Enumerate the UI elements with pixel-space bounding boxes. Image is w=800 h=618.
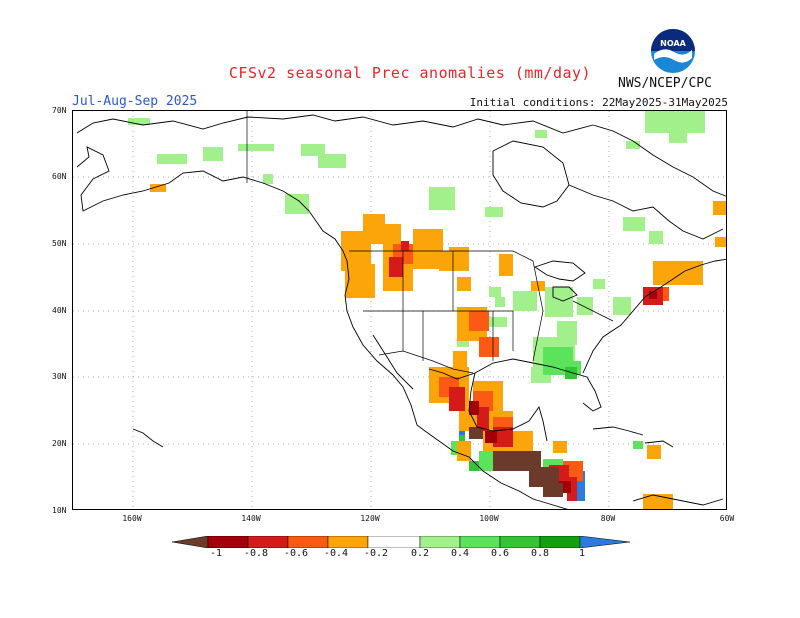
colorbar-label: -0.2 [363,548,389,559]
colorbar-swatch-gt-1 [579,536,630,548]
lat-label-30n: 30N [52,372,67,381]
season-label: Jul-Aug-Sep 2025 [72,94,198,109]
lon-label-120w: 120W [360,514,380,523]
colorbar-swatch-06-08 [499,536,541,548]
colorbar-swatch-neg06-neg04 [287,536,329,548]
colorbar-swatch-neg04-neg02 [327,536,369,548]
initial-conditions-label: Initial conditions: 22May2025-31May2025 [469,96,728,109]
colorbar-label: 0.8 [530,548,550,559]
colorbar-label: -0.8 [243,548,269,559]
colorbar-label: -0.4 [323,548,349,559]
lat-label-70n: 70N [52,106,67,115]
org-label: NWS/NCEP/CPC [618,76,712,91]
colorbar-swatch-lt-neg1 [172,536,209,548]
lon-label-100w: 100W [479,514,499,523]
anomaly-cells [128,111,726,509]
lat-label-60n: 60N [52,172,67,181]
colorbar-swatch-02-04 [419,536,461,548]
map-panel [72,110,727,510]
colorbar-swatch-04-06 [459,536,501,548]
borders [246,111,614,374]
colorbar-label: 1 [578,548,586,559]
colorbar-label: 0.6 [490,548,510,559]
colorbar-label: 0.4 [450,548,470,559]
lat-label-40n: 40N [52,306,67,315]
colorbar-label: -0.6 [283,548,309,559]
lon-label-160w: 160W [122,514,142,523]
noaa-logo: NOAA [651,29,695,73]
lon-label-60w: 60W [719,514,735,523]
coastlines [76,114,726,509]
lon-label-140w: 140W [241,514,261,523]
lat-label-20n: 20N [52,439,67,448]
colorbar-swatch-neutral [367,536,421,548]
lat-label-50n: 50N [52,239,67,248]
colorbar [172,536,630,548]
logo-text: NOAA [660,39,686,48]
lat-label-10n: 10N [52,506,67,515]
colorbar-label: -1 [209,548,223,559]
colorbar-swatch-08-1 [539,536,581,548]
colorbar-swatch-neg08-neg06 [247,536,289,548]
colorbar-label: 0.2 [410,548,430,559]
map-canvas [73,111,726,509]
map-title: CFSv2 seasonal Prec anomalies (mm/day) [228,64,592,82]
lon-label-80w: 80W [600,514,616,523]
colorbar-swatch-neg1-neg08 [207,536,249,548]
